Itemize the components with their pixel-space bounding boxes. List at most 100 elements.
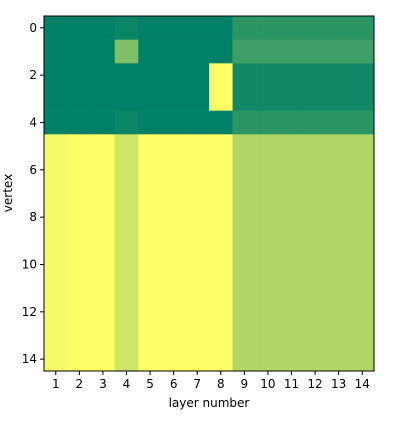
x-tick-label: 12	[307, 377, 322, 391]
cell	[114, 63, 139, 88]
cell	[232, 16, 257, 40]
cell	[279, 16, 304, 40]
cell	[209, 158, 233, 182]
cell	[67, 347, 92, 372]
cell	[91, 181, 116, 206]
y-axis-label: vertex	[1, 174, 15, 212]
cell	[279, 181, 304, 206]
cell	[232, 347, 257, 372]
cell	[138, 181, 163, 206]
cell	[161, 205, 186, 230]
cell	[185, 276, 210, 301]
cell	[114, 110, 139, 135]
cell	[44, 347, 68, 372]
cell	[209, 229, 233, 253]
cell	[185, 134, 210, 159]
cell	[44, 181, 68, 206]
cell	[114, 39, 139, 64]
cell	[185, 39, 210, 64]
cell	[303, 276, 328, 301]
cell	[67, 229, 92, 253]
cell	[44, 110, 68, 135]
cell	[161, 16, 186, 40]
cell	[114, 252, 139, 277]
cell	[138, 63, 163, 88]
plot-frame	[43, 15, 375, 372]
cell	[161, 276, 186, 301]
x-axis-label: layer number	[169, 396, 250, 410]
cell	[67, 205, 92, 230]
cell	[232, 205, 257, 230]
cell	[350, 158, 375, 182]
cell	[67, 276, 92, 301]
cell	[91, 323, 116, 348]
cell	[185, 252, 210, 277]
x-tick-label: 10	[260, 377, 275, 391]
cell	[161, 39, 186, 64]
cell	[232, 63, 257, 88]
cell	[326, 39, 351, 64]
cell	[44, 16, 68, 40]
cell	[279, 87, 304, 111]
cell	[326, 158, 351, 182]
cell	[209, 181, 233, 206]
x-tick-label: 14	[355, 377, 370, 391]
cell	[161, 347, 186, 372]
cell	[326, 276, 351, 301]
y-tick-label: 10	[22, 258, 37, 272]
cell	[185, 110, 210, 135]
cell	[256, 63, 281, 88]
cell	[232, 110, 257, 135]
x-tick-label: 1	[52, 377, 60, 391]
cell	[138, 87, 163, 111]
cell	[256, 347, 281, 372]
cell	[138, 229, 163, 253]
cell	[209, 347, 233, 372]
cell	[256, 229, 281, 253]
cell	[161, 181, 186, 206]
cell	[209, 300, 233, 324]
cell	[256, 158, 281, 182]
y-tick-label: 14	[22, 352, 37, 366]
cell	[279, 323, 304, 348]
cell	[185, 229, 210, 253]
cell	[303, 110, 328, 135]
cell	[350, 323, 375, 348]
cell	[114, 16, 139, 40]
cell	[67, 110, 92, 135]
cell	[256, 39, 281, 64]
cell	[350, 205, 375, 230]
cell	[303, 347, 328, 372]
cell	[279, 205, 304, 230]
cell	[67, 16, 92, 40]
cell	[303, 229, 328, 253]
cell	[67, 87, 92, 111]
cell	[326, 229, 351, 253]
cell	[279, 63, 304, 88]
cell	[91, 63, 116, 88]
cell	[161, 87, 186, 111]
cell	[209, 110, 233, 135]
cell	[326, 252, 351, 277]
cell	[114, 323, 139, 348]
cell	[326, 181, 351, 206]
cell	[326, 347, 351, 372]
cell	[256, 181, 281, 206]
cell	[44, 323, 68, 348]
cell	[350, 181, 375, 206]
cell	[67, 323, 92, 348]
cell	[138, 300, 163, 324]
cell	[114, 205, 139, 230]
cell	[303, 158, 328, 182]
cell	[91, 158, 116, 182]
x-tick-label: 2	[76, 377, 84, 391]
cell	[91, 229, 116, 253]
cell	[350, 110, 375, 135]
x-tick-label: 7	[193, 377, 201, 391]
cell	[185, 323, 210, 348]
cell	[91, 347, 116, 372]
cell	[256, 276, 281, 301]
cell	[326, 205, 351, 230]
cell	[185, 181, 210, 206]
